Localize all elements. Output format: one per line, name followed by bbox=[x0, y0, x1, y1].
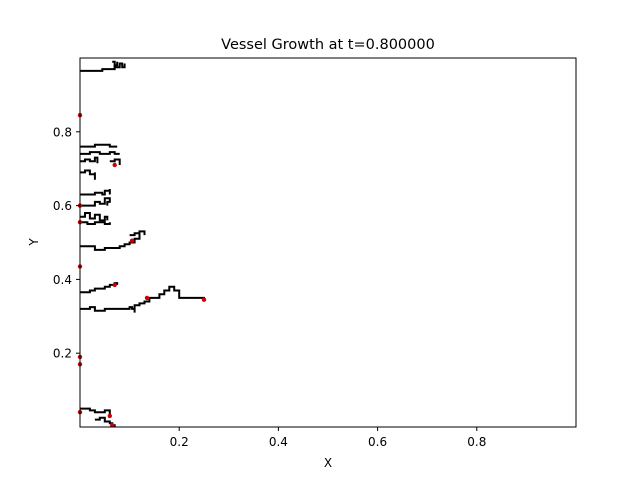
y-tick-label-4: 0.8 bbox=[53, 125, 72, 139]
vessel-segment-6 bbox=[109, 158, 121, 165]
vessel-segment-9 bbox=[80, 197, 111, 207]
vessel-segment-7 bbox=[80, 169, 96, 180]
tip-cell-7 bbox=[112, 282, 117, 288]
vessel-segment-15 bbox=[80, 285, 205, 313]
vessel-segment-11 bbox=[80, 221, 111, 225]
vessel-segment-14 bbox=[80, 282, 119, 294]
y-tick-label-1: 0.2 bbox=[53, 347, 72, 361]
x-tick-label-2: 0.4 bbox=[269, 435, 288, 449]
plot-area bbox=[77, 60, 207, 428]
plot-frame bbox=[79, 57, 577, 428]
x-tick-label-4: 0.8 bbox=[467, 435, 486, 449]
tip-cell-8 bbox=[201, 297, 207, 302]
vessel-segment-13 bbox=[129, 232, 141, 237]
x-tick-label-1: 0.2 bbox=[170, 435, 189, 449]
x-axis-label: X bbox=[324, 456, 332, 470]
tip-cell-13 bbox=[107, 413, 113, 419]
y-tick-label-2: 0.4 bbox=[53, 273, 72, 287]
tip-cell-14 bbox=[110, 423, 115, 428]
x-tick-label-3: 0.6 bbox=[368, 435, 387, 449]
tip-cell-5 bbox=[129, 238, 135, 243]
vessel-segment-3 bbox=[80, 143, 118, 148]
tip-cell-2 bbox=[112, 162, 117, 168]
vessel-segment-4 bbox=[80, 151, 120, 155]
vessel-segment-2 bbox=[112, 60, 126, 69]
vessel-segment-10 bbox=[80, 212, 109, 222]
tip-cell-9 bbox=[144, 295, 150, 301]
y-tick-label-3: 0.6 bbox=[53, 199, 72, 213]
y-axis-label: Y bbox=[27, 238, 41, 247]
vessel-segment-8 bbox=[80, 189, 111, 196]
vessel-segment-16 bbox=[80, 407, 111, 418]
vessel-segment-5 bbox=[80, 156, 99, 164]
chart-title: Vessel Growth at t=0.800000 bbox=[221, 37, 435, 53]
vessel-segment-1 bbox=[80, 61, 119, 72]
